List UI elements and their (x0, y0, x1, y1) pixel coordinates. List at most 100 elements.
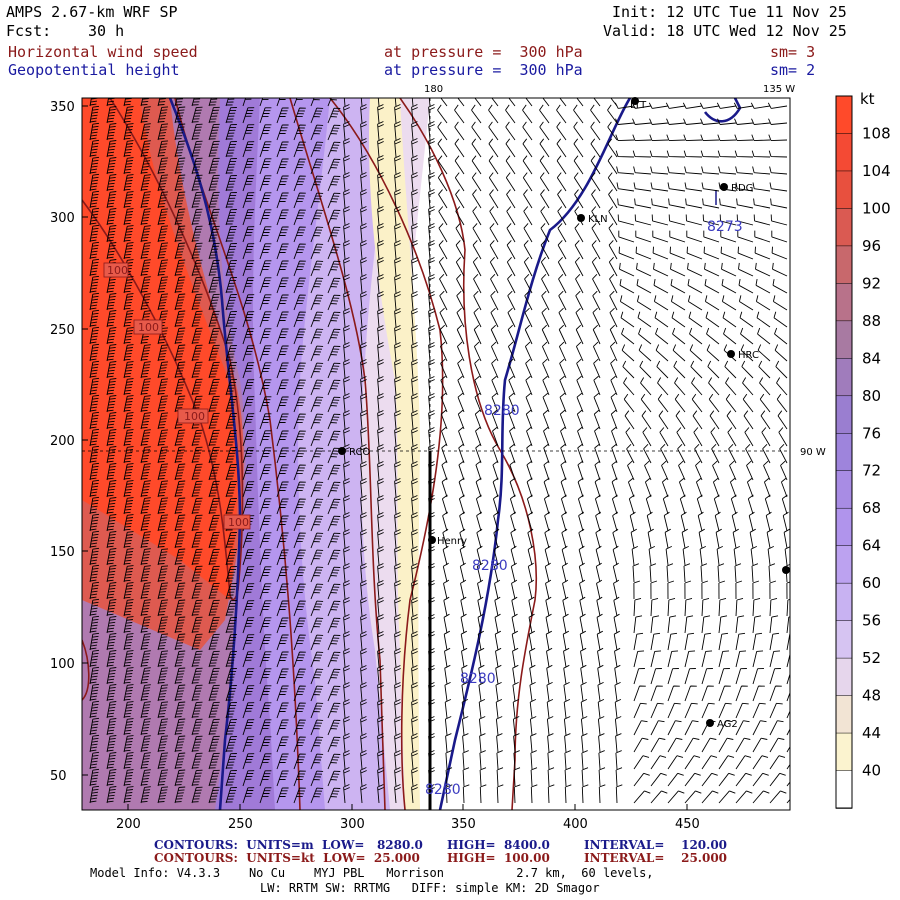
wind-barb (140, 191, 151, 209)
wind-barb (574, 240, 584, 260)
wind-barb (242, 481, 255, 498)
wind-barb (751, 118, 771, 125)
wind-barb (377, 767, 384, 787)
wind-barb (509, 426, 516, 447)
wind-barb (343, 393, 350, 413)
wind-barb (157, 412, 169, 430)
field1-smoothing: sm= 3 (770, 43, 816, 61)
wind-barb (721, 295, 737, 311)
wind-barb (327, 787, 341, 804)
wind-barb (208, 378, 220, 396)
wind-barb (343, 784, 350, 804)
footer-speed-high: HIGH= 100.00 (447, 851, 550, 865)
wind-barb (777, 410, 788, 430)
wind-barb (509, 443, 516, 464)
wind-barb (394, 138, 401, 158)
wind-barb (259, 294, 272, 311)
wind-barb (650, 737, 666, 753)
wind-barb (225, 532, 237, 549)
wind-barb (140, 752, 151, 770)
wind-barb (343, 614, 350, 634)
wind-barb (343, 325, 350, 345)
wind-barb (650, 702, 664, 719)
colorbar-swatch (835, 283, 853, 322)
wind-barb (663, 511, 670, 532)
wind-barb (191, 276, 203, 294)
wind-barb (208, 548, 220, 566)
wind-barb (735, 166, 754, 175)
wind-barb (157, 174, 169, 192)
wind-barb (343, 291, 350, 311)
wind-barb (208, 446, 220, 464)
wind-barb (140, 140, 151, 158)
wind-barb (123, 361, 134, 379)
init-time: Init: 12 UTC Tue 11 Nov 25 (612, 3, 847, 21)
wind-barb (508, 358, 516, 379)
wind-barb (752, 668, 764, 685)
wind-barb (678, 477, 686, 498)
wind-barb (734, 134, 754, 142)
wind-barb (474, 98, 482, 107)
wind-barb (627, 460, 635, 481)
wind-barb (140, 565, 151, 583)
wind-barb (462, 784, 470, 804)
wind-barb (609, 273, 618, 294)
wind-barb (648, 102, 669, 109)
wind-barb (242, 770, 255, 787)
wind-barb (455, 256, 465, 277)
wind-barb (106, 769, 117, 787)
wind-barb (681, 528, 688, 549)
wind-barb (718, 580, 726, 600)
wind-barb (684, 650, 696, 668)
wind-barb (411, 767, 418, 787)
wind-barb (310, 532, 324, 549)
wind-barb (513, 767, 521, 787)
wind-barb (394, 359, 401, 379)
wind-barb (530, 784, 538, 804)
wind-barb (560, 494, 567, 515)
wind-barb (106, 752, 117, 770)
wind-barb (545, 596, 552, 617)
wind-barb (242, 702, 255, 719)
wind-barb (157, 446, 169, 464)
wind-barb (445, 733, 452, 753)
wind-barb (713, 494, 720, 515)
station-rco: RCO (349, 447, 370, 458)
wind-barb (701, 772, 718, 787)
wind-barb (752, 580, 760, 600)
wind-barb (757, 327, 771, 345)
wind-barb (718, 632, 729, 651)
wind-barb (310, 243, 324, 260)
wind-barb (106, 599, 117, 617)
wind-barb (377, 563, 384, 583)
wind-barb (668, 214, 686, 226)
wind-barb (493, 511, 500, 532)
wind-barb (657, 393, 669, 413)
wind-barb (174, 157, 186, 175)
footer-height-contours: CONTOURS: UNITS=m LOW= 8280.0 (154, 838, 423, 852)
wind-barb (717, 134, 737, 142)
wind-barb (89, 530, 100, 549)
wind-barb (528, 613, 535, 634)
x-tick-label: 350 (451, 817, 476, 832)
wind-barb (360, 189, 367, 209)
wind-barb (541, 290, 550, 311)
wind-barb (459, 528, 466, 549)
wind-barb (360, 733, 367, 753)
wind-barb (174, 548, 186, 566)
wind-barb (542, 98, 550, 107)
wind-barb (174, 191, 186, 209)
wind-barb (768, 118, 788, 125)
wind-barb (242, 413, 255, 430)
wind-barb (174, 667, 186, 685)
wind-barb (492, 460, 499, 481)
wind-barb (647, 528, 654, 549)
wind-barb (769, 182, 788, 192)
wind-barb (559, 358, 567, 379)
wind-barb (443, 630, 451, 651)
wind-barb (556, 121, 567, 141)
wind-barb (441, 426, 448, 447)
wind-barb (776, 377, 788, 396)
plot-frame (81, 97, 791, 811)
wind-barb (445, 750, 452, 770)
